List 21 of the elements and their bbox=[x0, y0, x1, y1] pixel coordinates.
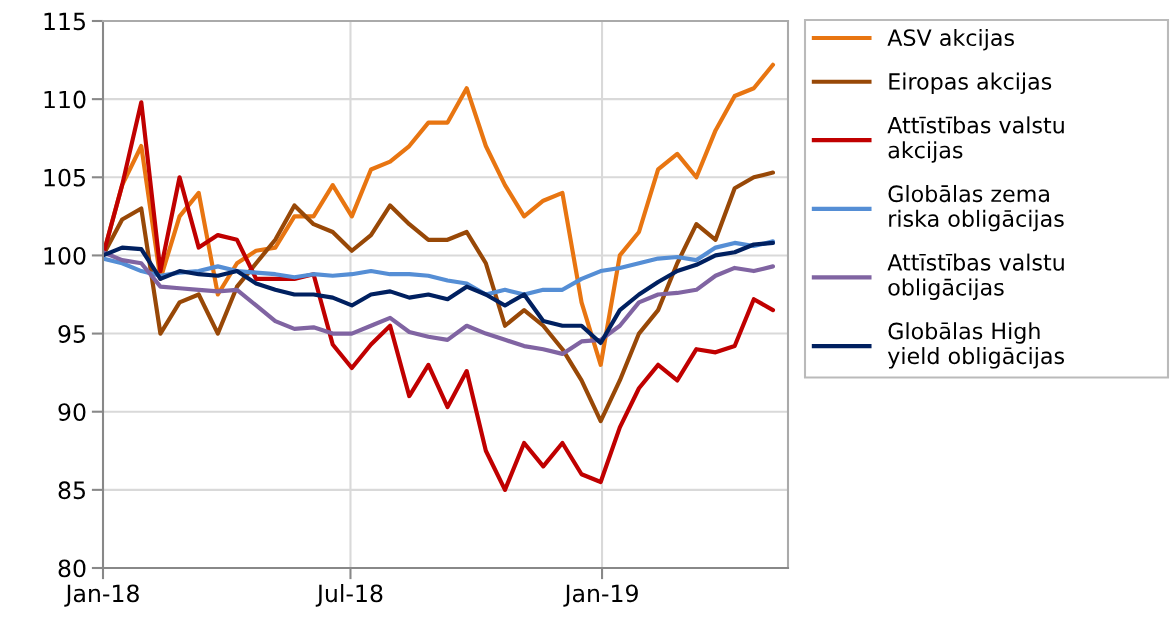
x-tick-label: Jan-18 bbox=[64, 584, 139, 607]
y-tick-label: 105 bbox=[44, 168, 85, 187]
legend-label: Attīstības valstu akcijas bbox=[887, 116, 1064, 163]
y-tick-label: 80 bbox=[58, 559, 86, 578]
y-tick-label: 90 bbox=[58, 403, 86, 422]
legend-label: ASV akcijas bbox=[887, 28, 1014, 51]
y-tick-label: 95 bbox=[58, 325, 85, 343]
y-tick-label: 115 bbox=[44, 12, 85, 31]
x-tick-label: Jan-19 bbox=[563, 584, 638, 607]
line-series bbox=[103, 100, 776, 492]
y-tick-label: 110 bbox=[44, 90, 86, 109]
legend-label: Attīstības valstu obligācijas bbox=[887, 253, 1064, 300]
x-tick-label: Jul-18 bbox=[315, 583, 383, 607]
legend-label: Globālas zema riska obligācijas bbox=[888, 184, 1064, 232]
line-series bbox=[103, 240, 776, 346]
line-series bbox=[103, 250, 776, 356]
legend-label: Globālas High yield obligācijas bbox=[887, 322, 1065, 369]
y-tick-label: 100 bbox=[44, 246, 86, 265]
y-tick-label: 85 bbox=[58, 481, 85, 500]
legend-label: Eiropas akcijas bbox=[889, 72, 1052, 95]
line-series bbox=[103, 170, 776, 424]
